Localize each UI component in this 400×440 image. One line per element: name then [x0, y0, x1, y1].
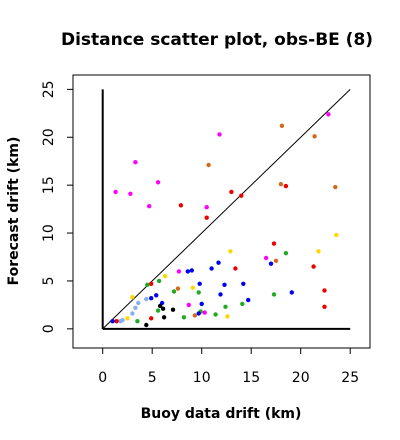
data-point	[155, 180, 161, 185]
data-point	[161, 315, 167, 320]
data-point	[190, 285, 195, 290]
plot-frame	[72, 74, 371, 349]
data-point	[197, 281, 202, 286]
data-point	[114, 319, 119, 324]
data-point	[170, 307, 176, 312]
data-point	[154, 293, 159, 298]
data-point	[228, 249, 233, 254]
data-point	[311, 264, 316, 269]
data-point	[149, 296, 154, 301]
x-tick-label: 15	[242, 370, 260, 386]
data-point	[278, 182, 284, 187]
data-point	[118, 319, 123, 324]
data-point	[240, 301, 245, 307]
chart-marks	[101, 89, 351, 330]
data-point	[283, 251, 289, 256]
data-point	[185, 269, 190, 274]
data-point	[130, 295, 135, 300]
data-point	[149, 281, 154, 286]
data-point	[147, 204, 152, 209]
data-point	[178, 203, 184, 208]
data-point	[239, 193, 244, 198]
data-point	[213, 312, 218, 317]
y-tick-label: 20	[41, 128, 57, 146]
data-point	[202, 310, 207, 315]
data-point	[322, 288, 327, 293]
data-point	[136, 300, 141, 306]
x-tick-label: 0	[98, 370, 107, 386]
data-point	[171, 289, 177, 294]
data-point	[241, 281, 246, 286]
data-point	[162, 274, 168, 279]
data-point	[334, 232, 339, 238]
data-point	[229, 189, 234, 195]
chart-title: Distance scatter plot, obs-BE (8)	[61, 30, 373, 50]
data-point	[176, 269, 182, 274]
data-point	[204, 205, 209, 210]
data-point	[135, 319, 140, 324]
data-point	[268, 261, 274, 266]
data-point	[283, 183, 289, 189]
data-point	[145, 282, 150, 287]
data-point	[186, 302, 191, 308]
data-point	[175, 286, 181, 291]
data-point	[271, 292, 277, 297]
data-point	[157, 303, 163, 309]
data-point	[217, 132, 222, 137]
data-point	[149, 316, 154, 321]
data-point	[155, 308, 161, 313]
data-point	[322, 304, 327, 309]
data-point	[189, 268, 194, 273]
data-point	[160, 306, 166, 311]
data-point	[209, 266, 214, 271]
data-point	[110, 319, 115, 324]
x-axis-label: Buoy data drift (km)	[141, 406, 302, 422]
data-point	[144, 322, 149, 328]
data-point	[316, 249, 321, 254]
data-point	[204, 215, 209, 220]
y-tick-label: 10	[41, 224, 57, 242]
data-point	[133, 160, 138, 165]
data-point	[133, 305, 138, 310]
data-point	[199, 301, 204, 307]
data-point	[273, 258, 279, 263]
data-point	[113, 189, 118, 195]
data-point	[130, 311, 135, 316]
data-point	[222, 282, 227, 287]
data-point	[192, 313, 197, 318]
data-point	[125, 316, 130, 321]
reference-line	[102, 89, 351, 330]
data-point	[181, 315, 187, 320]
data-point	[289, 290, 294, 295]
y-axis-label: Forecast drift (km)	[6, 137, 22, 286]
data-point	[225, 314, 230, 319]
data-point	[312, 134, 317, 139]
data-point	[279, 123, 285, 128]
y-tick-label: 15	[41, 176, 57, 194]
data-point	[128, 191, 133, 196]
data-point	[333, 184, 338, 190]
x-tick-label: 20	[292, 370, 310, 386]
x-tick-label: 25	[341, 370, 359, 386]
data-point	[144, 296, 149, 302]
data-point	[271, 241, 277, 246]
y-tick-label: 5	[41, 276, 57, 285]
data-point	[233, 266, 238, 271]
data-point	[216, 260, 221, 265]
data-point	[263, 255, 269, 261]
data-point	[246, 297, 251, 303]
data-point	[196, 290, 201, 295]
x-tick-label: 10	[193, 370, 211, 386]
data-point	[326, 112, 331, 117]
x-tick-label: 5	[148, 370, 157, 386]
data-point	[218, 292, 223, 297]
data-point	[206, 162, 211, 168]
y-tick-label: 0	[41, 324, 57, 333]
data-point	[196, 311, 201, 316]
y-tick-label: 25	[41, 80, 57, 98]
data-point	[156, 278, 162, 284]
data-point	[223, 304, 228, 309]
